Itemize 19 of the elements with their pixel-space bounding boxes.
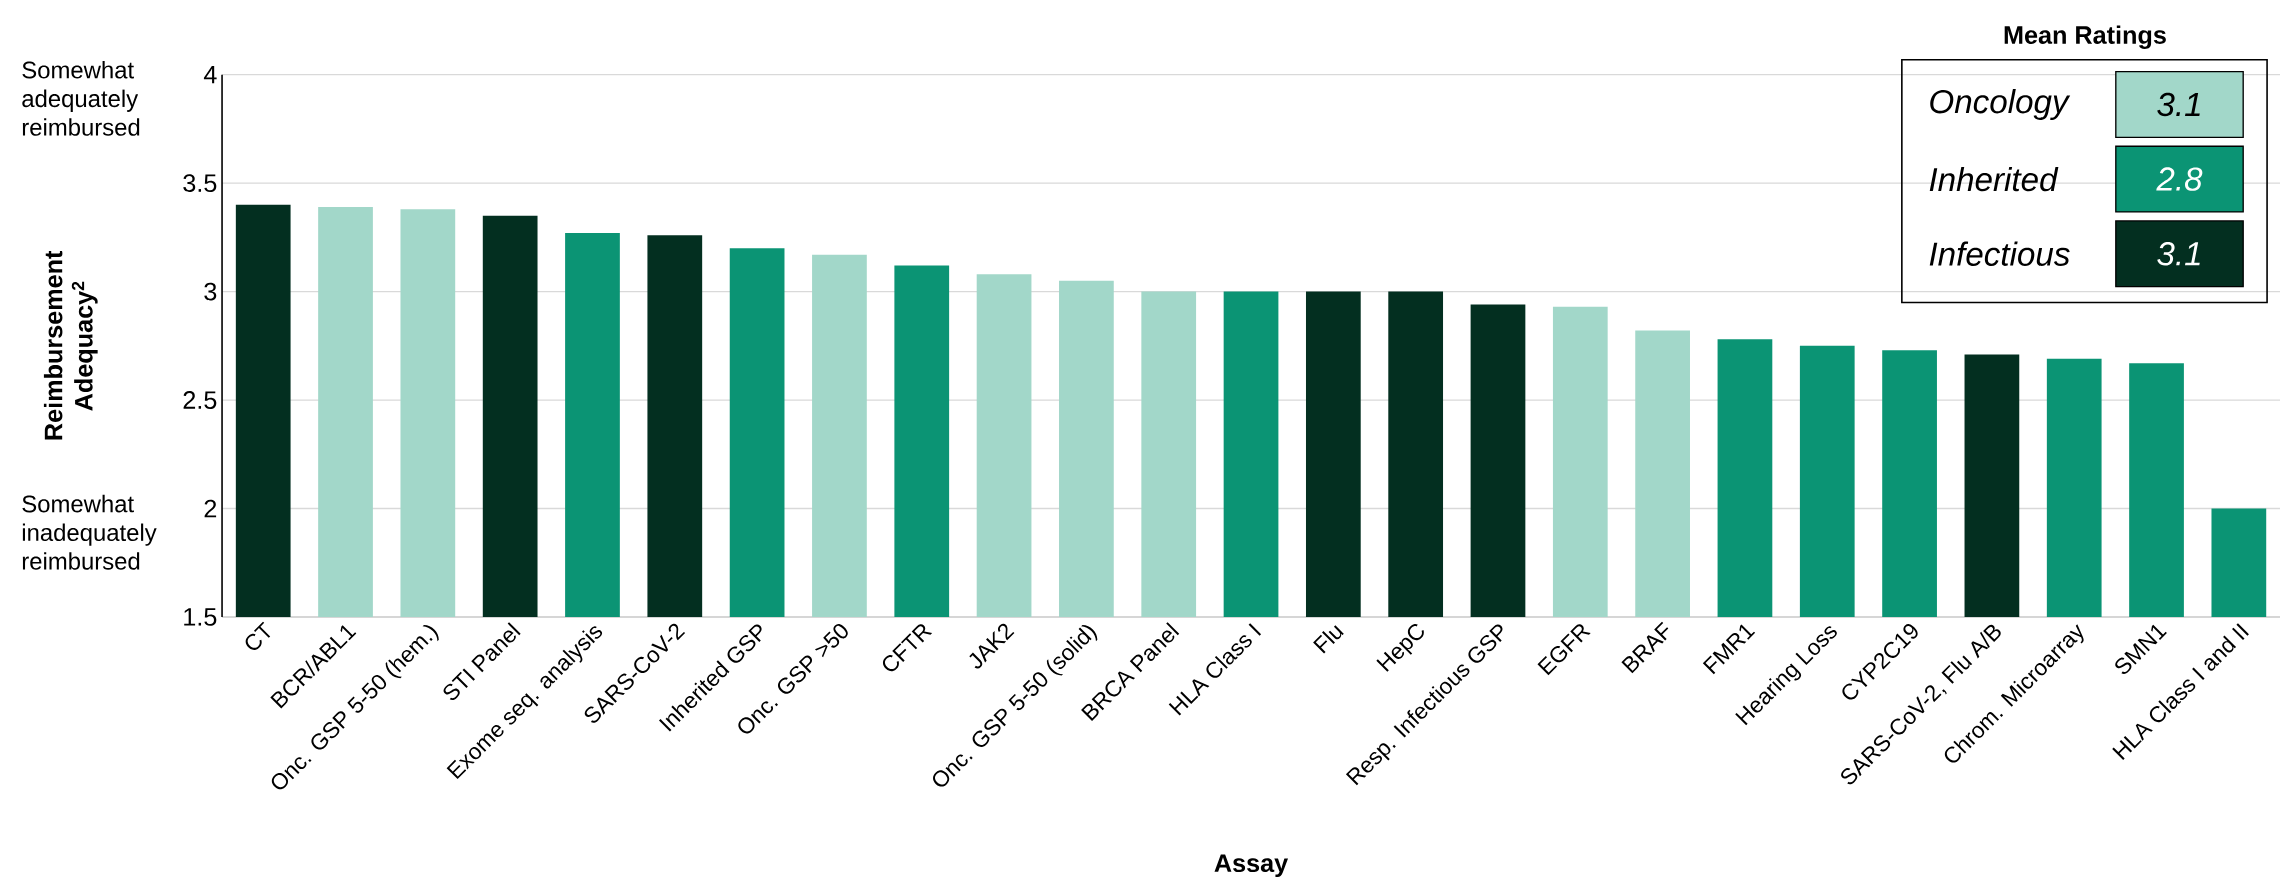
y-tick-label: 3 xyxy=(204,282,217,301)
x-tick-label: Flu xyxy=(1313,625,1344,654)
annotation: 3.1 xyxy=(2157,242,2200,266)
y-tick-label: 2.5 xyxy=(183,391,217,410)
x-axis-title: Assay xyxy=(1214,854,1289,878)
annotation: 3.1 xyxy=(2157,92,2200,117)
legend-label: Inherited xyxy=(1929,167,2059,192)
text: Somewhat adequately reimbursed xyxy=(22,61,140,136)
legend-label: Oncology xyxy=(1930,89,2071,121)
y-tick-label: 4 xyxy=(203,66,217,84)
x-tick-label: CT xyxy=(245,621,271,651)
text: Somewhat inadequately reimbursed xyxy=(22,495,157,570)
y-tick-label: 3.5 xyxy=(183,174,217,193)
y-tick-label: 2 xyxy=(204,499,217,518)
legend-label: Infectious xyxy=(1929,241,2070,267)
legend-title: Mean Ratings xyxy=(2004,25,2166,50)
y-tick-label: 1.5 xyxy=(184,608,217,626)
annotation: 2.8 xyxy=(2156,167,2203,192)
y-axis-title: Reimbursement Adequacy$^{2}$ xyxy=(43,251,98,440)
